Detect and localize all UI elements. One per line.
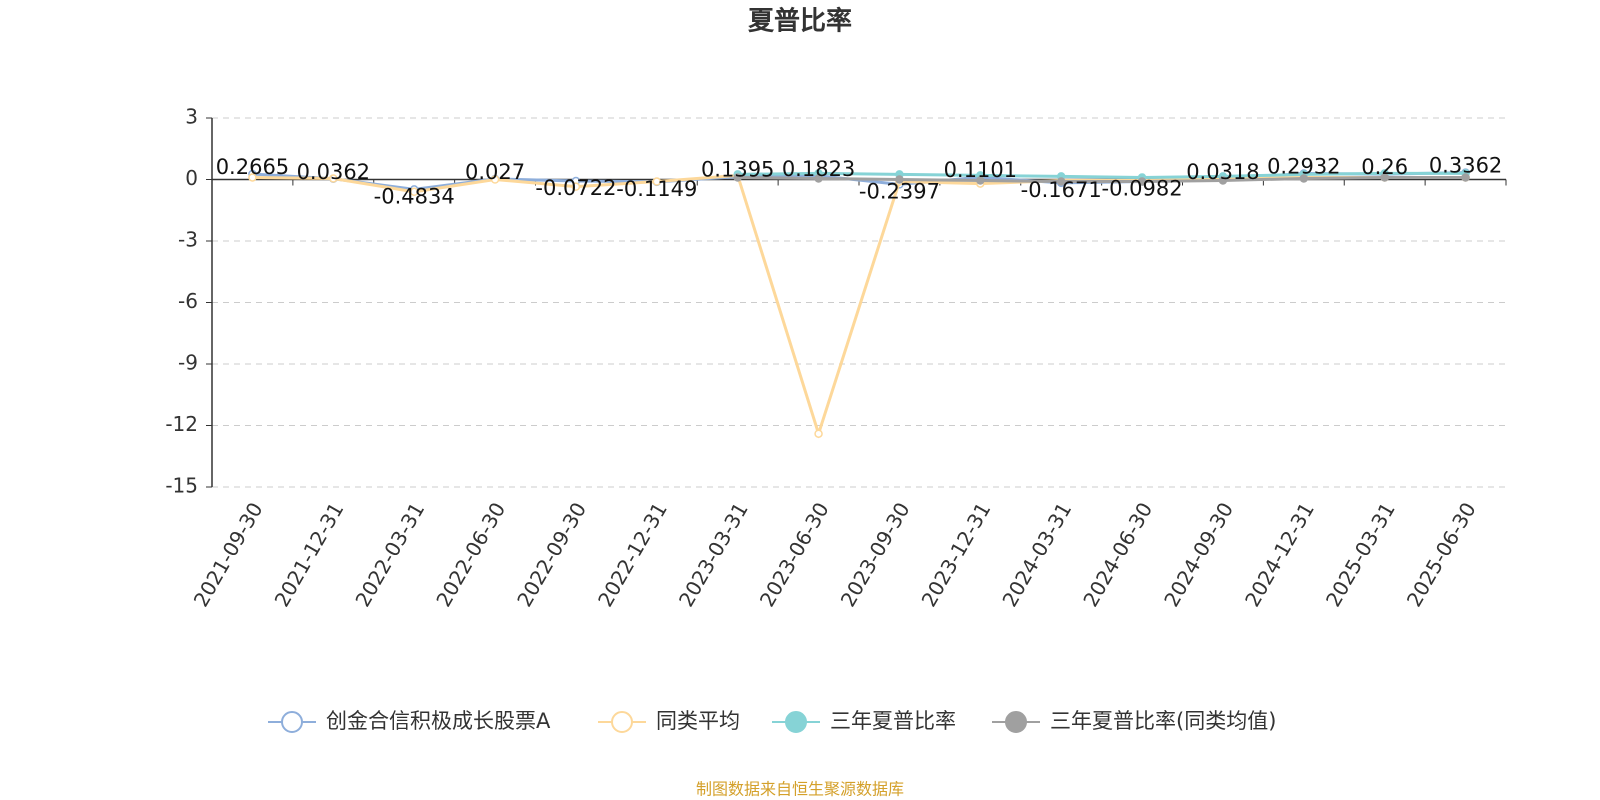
x-tick-label: 2023-06-30: [755, 498, 834, 611]
data-label: -0.0982: [1102, 177, 1183, 201]
data-label: 0.1101: [944, 158, 1017, 182]
series-point: [571, 182, 581, 191]
data-label: -0.1149: [616, 177, 697, 201]
series-line: [737, 171, 1466, 179]
legend-item: 同类平均: [598, 709, 740, 733]
data-label: -0.1671: [1021, 178, 1102, 202]
legend-item: 三年夏普比率: [772, 709, 956, 733]
source-note: 制图数据来自恒生聚源数据库: [696, 780, 904, 799]
legend-label: 三年夏普比率(同类均值): [1050, 709, 1276, 733]
x-tick-label: 2022-12-31: [593, 498, 672, 611]
series-point: [652, 177, 662, 186]
x-tick-label: 2023-12-31: [917, 498, 996, 611]
data-label: 0.0318: [1186, 160, 1259, 184]
legend-label: 同类平均: [656, 709, 740, 733]
series-point: [895, 175, 904, 184]
data-label: 0.2665: [216, 155, 289, 179]
x-tick-label: 2024-03-31: [997, 498, 1076, 611]
data-label: 0.1823: [782, 157, 855, 181]
legend-label: 三年夏普比率: [830, 709, 956, 733]
legend-item: 三年夏普比率(同类均值): [992, 709, 1276, 733]
x-tick-label: 2023-09-30: [836, 498, 915, 611]
legend-marker: [785, 711, 807, 733]
y-tick-label: 0: [185, 166, 198, 190]
legend-marker: [1005, 711, 1027, 733]
y-tick-label: -15: [165, 474, 198, 498]
data-label: 0.26: [1361, 155, 1408, 179]
series-line: [252, 173, 1466, 439]
data-label: -0.4834: [374, 184, 455, 208]
data-label: 0.3362: [1429, 154, 1502, 178]
legend-marker: [281, 711, 303, 733]
chart-title: 夏普比率: [748, 6, 852, 37]
series-point: [490, 175, 500, 184]
series-point: [976, 176, 985, 185]
series-point: [1380, 173, 1389, 182]
x-tick-label: 2025-06-30: [1402, 498, 1481, 611]
x-tick-label: 2022-06-30: [431, 498, 510, 611]
series-line: [737, 175, 1466, 184]
x-tick-label: 2023-03-31: [674, 498, 753, 611]
x-tick-label: 2024-09-30: [1159, 498, 1238, 611]
data-label: -0.2397: [859, 179, 940, 203]
data-label: 0.2932: [1267, 154, 1340, 178]
series-point: [329, 174, 338, 183]
data-label: 0.1395: [701, 158, 774, 182]
x-tick-label: 2025-03-31: [1321, 498, 1400, 611]
x-tick-label: 2022-09-30: [512, 498, 591, 611]
legend-item: 创金合信积极成长股票A: [268, 709, 551, 733]
x-tick-label: 2021-12-31: [270, 498, 349, 611]
series-point: [1299, 174, 1309, 183]
data-label: 0.0362: [297, 160, 370, 184]
series-point: [1218, 176, 1228, 185]
series-point: [409, 187, 419, 197]
series-point: [248, 173, 257, 182]
y-tick-label: -9: [178, 351, 198, 375]
y-tick-label: -3: [178, 228, 198, 252]
y-tick-label: -6: [178, 289, 198, 313]
series-point: [1056, 177, 1066, 186]
legend-marker: [611, 711, 633, 733]
series-point: [1137, 177, 1147, 186]
x-tick-label: 2024-06-30: [1078, 498, 1157, 611]
series-point: [1461, 173, 1470, 182]
x-tick-label: 2024-12-31: [1240, 498, 1319, 611]
legend-label: 创金合信积极成长股票A: [326, 709, 551, 733]
y-tick-label: -12: [165, 412, 198, 436]
x-tick-label: 2021-09-30: [189, 498, 268, 611]
data-label: -0.0722: [535, 176, 616, 200]
series-point: [814, 429, 823, 438]
x-tick-label: 2022-03-31: [350, 498, 429, 611]
data-label: 0.027: [465, 160, 525, 184]
y-tick-label: 3: [185, 105, 198, 129]
series-point: [733, 173, 742, 182]
series-point: [814, 174, 823, 183]
